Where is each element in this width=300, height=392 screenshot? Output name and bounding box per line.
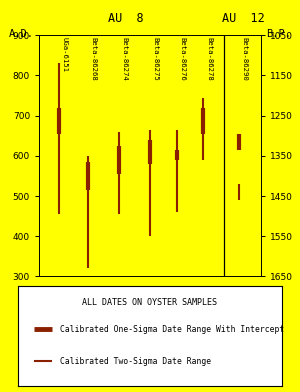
- Text: Beta-86268: Beta-86268: [91, 37, 97, 81]
- Text: UGa-6151: UGa-6151: [61, 37, 68, 72]
- Text: B.P.: B.P.: [266, 29, 291, 40]
- Text: AU  12: AU 12: [222, 13, 264, 25]
- Text: A.D.: A.D.: [9, 29, 34, 40]
- Text: ALL DATES ON OYSTER SAMPLES: ALL DATES ON OYSTER SAMPLES: [82, 298, 218, 307]
- Text: Calibrated One-Sigma Date Range With Intercept: Calibrated One-Sigma Date Range With Int…: [60, 325, 284, 334]
- Text: AU  8: AU 8: [108, 13, 144, 25]
- Text: Beta-86276: Beta-86276: [179, 37, 185, 81]
- Text: Beta-86278: Beta-86278: [206, 37, 212, 81]
- Text: Beta-86274: Beta-86274: [122, 37, 128, 81]
- Text: Beta-86275: Beta-86275: [153, 37, 159, 81]
- Text: Beta-86290: Beta-86290: [242, 37, 248, 81]
- Text: Calibrated Two-Sigma Date Range: Calibrated Two-Sigma Date Range: [60, 357, 212, 366]
